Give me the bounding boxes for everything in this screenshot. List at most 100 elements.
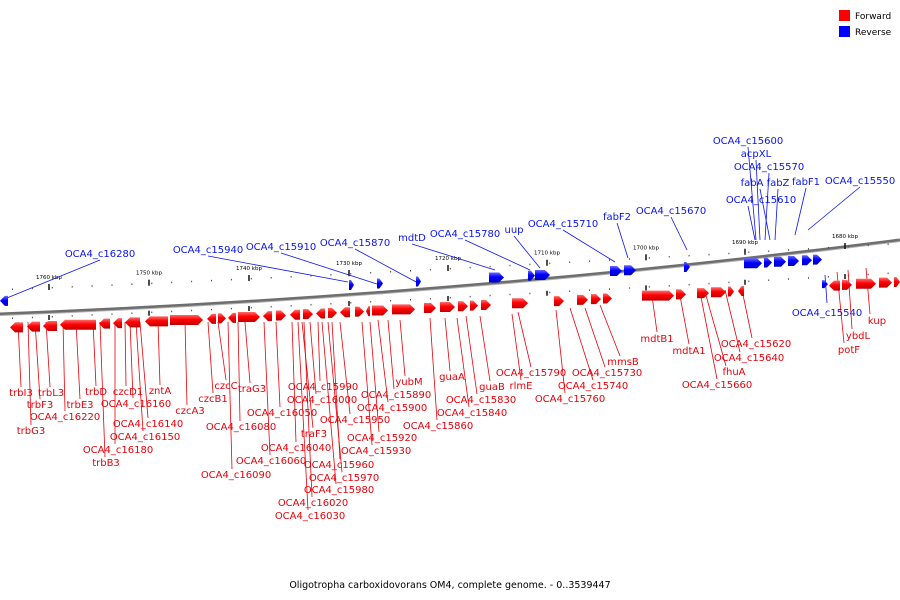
gene-arrow[interactable] [349, 279, 354, 290]
gene-label[interactable]: OCA4_c15920 [347, 433, 417, 444]
gene-label[interactable]: OCA4_c15730 [572, 368, 642, 379]
gene-arrow[interactable] [489, 272, 504, 283]
gene-label[interactable]: OCA4_c15740 [558, 381, 628, 392]
gene-label[interactable]: acpXL [741, 149, 772, 160]
gene-arrow[interactable] [218, 313, 226, 324]
gene-label[interactable]: guaB [479, 382, 505, 393]
gene-label[interactable]: OCA4_c15900 [357, 403, 427, 414]
gene-label[interactable]: OCA4_c16090 [201, 470, 271, 481]
gene-label[interactable]: uup [504, 225, 523, 236]
gene-arrow[interactable] [591, 294, 601, 305]
gene-label[interactable]: OCA4_c16150 [110, 432, 180, 443]
gene-arrow[interactable] [0, 295, 8, 306]
gene-label[interactable]: czcA3 [175, 406, 204, 417]
gene-label[interactable]: OCA4_c16220 [30, 412, 100, 423]
gene-arrow[interactable] [554, 296, 564, 307]
gene-label[interactable]: OCA4_c15950 [320, 415, 390, 426]
gene-arrow[interactable] [879, 277, 892, 288]
gene-label[interactable]: OCA4_c16160 [101, 399, 171, 410]
gene-arrow[interactable] [355, 306, 364, 317]
gene-arrow[interactable] [535, 269, 550, 280]
gene-arrow[interactable] [697, 288, 709, 299]
gene-arrow[interactable] [328, 307, 337, 318]
gene-arrow[interactable] [774, 256, 786, 267]
gene-arrow[interactable] [424, 302, 436, 313]
gene-label[interactable]: trbF3 [27, 400, 54, 411]
gene-label[interactable]: OCA4_c15670 [636, 206, 706, 217]
gene-arrow[interactable] [228, 312, 236, 323]
gene-label[interactable]: mdtA1 [672, 346, 705, 357]
gene-label[interactable]: OCA4_c15610 [726, 195, 796, 206]
gene-arrow[interactable] [624, 265, 636, 276]
gene-arrow[interactable] [684, 262, 690, 273]
gene-arrow[interactable] [894, 277, 900, 288]
gene-label[interactable]: OCA4_c15860 [403, 421, 473, 432]
gene-label[interactable]: OCA4_c15790 [496, 368, 566, 379]
gene-arrow[interactable] [416, 276, 421, 287]
gene-label[interactable]: OCA4_c16030 [275, 511, 345, 522]
gene-arrow[interactable] [764, 257, 772, 268]
gene-label[interactable]: OCA4_c15780 [430, 229, 500, 240]
gene-arrow[interactable] [440, 302, 455, 313]
gene-arrow[interactable] [728, 286, 734, 297]
gene-arrow[interactable] [577, 294, 588, 305]
gene-arrow[interactable] [642, 290, 674, 301]
gene-arrow[interactable] [458, 301, 468, 312]
gene-arrow[interactable] [377, 278, 383, 289]
gene-label[interactable]: OCA4_c15870 [320, 238, 390, 249]
gene-label[interactable]: mdtD [398, 233, 426, 244]
gene-label[interactable]: fhuA [722, 367, 745, 378]
gene-label[interactable]: OCA4_c15930 [341, 446, 411, 457]
gene-label[interactable]: rlmE [510, 381, 533, 392]
gene-label[interactable]: OCA4_c15760 [535, 394, 605, 405]
gene-arrow[interactable] [813, 254, 822, 265]
gene-arrow[interactable] [842, 279, 852, 290]
gene-arrow[interactable] [99, 318, 110, 329]
gene-label[interactable]: OCA4_c15550 [825, 176, 895, 187]
gene-label[interactable]: OCA4_c16050 [247, 408, 317, 419]
gene-arrow[interactable] [10, 322, 23, 333]
gene-label[interactable]: OCA4_c15830 [446, 395, 516, 406]
gene-arrow[interactable] [207, 313, 216, 324]
gene-label[interactable]: OCA4_c15640 [714, 353, 784, 364]
gene-arrow[interactable] [744, 258, 762, 269]
gene-label[interactable]: OCA4_c16280 [65, 249, 135, 260]
gene-arrow[interactable] [113, 318, 122, 329]
gene-label[interactable]: fabA [741, 178, 764, 189]
gene-arrow[interactable] [856, 278, 876, 289]
gene-label[interactable]: OCA4_c15990 [288, 382, 358, 393]
gene-label[interactable]: OCA4_c16140 [113, 419, 183, 430]
gene-arrow[interactable] [711, 287, 726, 298]
gene-arrow[interactable] [303, 309, 313, 320]
gene-arrow[interactable] [276, 310, 286, 321]
gene-label[interactable]: czcB1 [198, 394, 227, 405]
gene-label[interactable]: czcC [214, 381, 237, 392]
gene-label[interactable]: OCA4_c15840 [437, 408, 507, 419]
gene-label[interactable]: OCA4_c15620 [721, 339, 791, 350]
gene-arrow[interactable] [822, 280, 828, 289]
gene-arrow[interactable] [366, 306, 370, 317]
gene-label[interactable]: fabZ [767, 178, 790, 189]
gene-arrow[interactable] [43, 320, 57, 331]
gene-arrow[interactable] [60, 319, 96, 330]
gene-label[interactable]: OCA4_c15600 [713, 136, 783, 147]
gene-arrow[interactable] [145, 316, 168, 327]
gene-label[interactable]: fabF2 [603, 212, 631, 223]
gene-arrow[interactable] [603, 293, 612, 304]
gene-arrow[interactable] [372, 305, 388, 316]
gene-label[interactable]: OCA4_c16040 [261, 443, 331, 454]
gene-label[interactable]: yubM [395, 377, 422, 388]
gene-arrow[interactable] [481, 300, 491, 311]
gene-arrow[interactable] [829, 280, 840, 291]
gene-arrow[interactable] [512, 298, 528, 309]
gene-label[interactable]: guaA [439, 372, 465, 383]
gene-label[interactable]: OCA4_c16080 [206, 422, 276, 433]
gene-label[interactable]: OCA4_c16000 [287, 395, 357, 406]
gene-label[interactable]: OCA4_c15660 [682, 380, 752, 391]
gene-label[interactable]: OCA4_c15540 [792, 308, 862, 319]
gene-label[interactable]: OCA4_c15940 [173, 245, 243, 256]
gene-arrow[interactable] [738, 285, 744, 296]
gene-label[interactable]: OCA4_c15980 [304, 485, 374, 496]
gene-label[interactable]: mdtB1 [640, 334, 673, 345]
gene-arrow[interactable] [238, 312, 260, 323]
